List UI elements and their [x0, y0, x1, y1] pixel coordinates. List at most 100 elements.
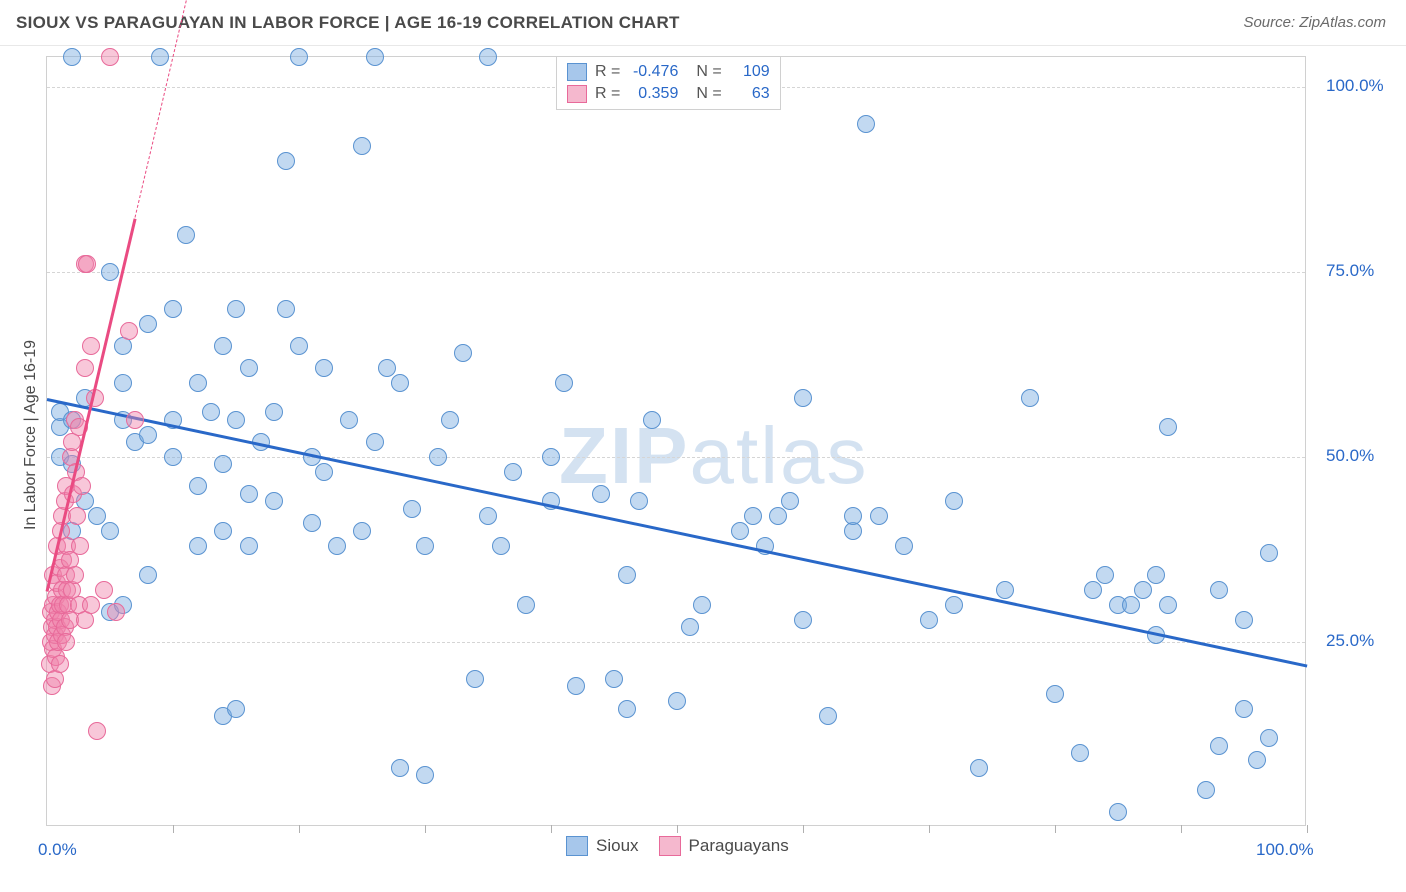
data-point	[189, 537, 207, 555]
data-point	[378, 359, 396, 377]
data-point	[265, 403, 283, 421]
legend-swatch	[659, 836, 681, 856]
data-point	[177, 226, 195, 244]
data-point	[731, 522, 749, 540]
data-point	[1260, 544, 1278, 562]
data-point	[1210, 737, 1228, 755]
data-point	[592, 485, 610, 503]
grid-line	[47, 272, 1305, 273]
x-tick	[299, 825, 300, 833]
data-point	[618, 566, 636, 584]
data-point	[870, 507, 888, 525]
data-point	[315, 463, 333, 481]
x-tick	[677, 825, 678, 833]
data-point	[970, 759, 988, 777]
data-point	[101, 263, 119, 281]
data-point	[57, 633, 75, 651]
x-tick	[1307, 825, 1308, 833]
y-tick-label: 100.0%	[1326, 76, 1384, 96]
trend-line	[47, 398, 1308, 667]
data-point	[1159, 418, 1177, 436]
stats-legend: R =-0.476N =109R =0.359N =63	[556, 56, 781, 110]
x-axis-max-label: 100.0%	[1256, 840, 1314, 860]
data-point	[769, 507, 787, 525]
data-point	[265, 492, 283, 510]
data-point	[120, 322, 138, 340]
data-point	[403, 500, 421, 518]
data-point	[466, 670, 484, 688]
series-legend: Sioux Paraguayans	[566, 836, 789, 856]
data-point	[139, 566, 157, 584]
chart-header: SIOUX VS PARAGUAYAN IN LABOR FORCE | AGE…	[0, 0, 1406, 46]
data-point	[1147, 566, 1165, 584]
data-point	[290, 337, 308, 355]
data-point	[366, 48, 384, 66]
data-point	[114, 374, 132, 392]
data-point	[504, 463, 522, 481]
data-point	[1109, 803, 1127, 821]
x-axis-min-label: 0.0%	[38, 840, 77, 860]
data-point	[429, 448, 447, 466]
data-point	[328, 537, 346, 555]
data-point	[1134, 581, 1152, 599]
data-point	[1096, 566, 1114, 584]
data-point	[844, 507, 862, 525]
x-tick	[551, 825, 552, 833]
data-point	[227, 411, 245, 429]
legend-r-label: R =	[595, 63, 620, 81]
data-point	[454, 344, 472, 362]
y-tick-label: 50.0%	[1326, 446, 1374, 466]
data-point	[643, 411, 661, 429]
data-point	[366, 433, 384, 451]
y-axis-label: In Labor Force | Age 16-19	[22, 340, 40, 530]
x-tick	[1055, 825, 1056, 833]
data-point	[1159, 596, 1177, 614]
x-tick	[803, 825, 804, 833]
data-point	[416, 537, 434, 555]
data-point	[945, 492, 963, 510]
data-point	[101, 48, 119, 66]
legend-swatch	[566, 836, 588, 856]
data-point	[353, 137, 371, 155]
data-point	[240, 485, 258, 503]
data-point	[82, 337, 100, 355]
chart-source: Source: ZipAtlas.com	[1243, 14, 1386, 31]
data-point	[88, 722, 106, 740]
legend-r-label: R =	[595, 85, 620, 103]
data-point	[542, 448, 560, 466]
data-point	[353, 522, 371, 540]
data-point	[1248, 751, 1266, 769]
data-point	[78, 255, 96, 273]
data-point	[895, 537, 913, 555]
data-point	[693, 596, 711, 614]
data-point	[441, 411, 459, 429]
data-point	[66, 566, 84, 584]
data-point	[668, 692, 686, 710]
data-point	[151, 48, 169, 66]
data-point	[945, 596, 963, 614]
data-point	[1084, 581, 1102, 599]
data-point	[681, 618, 699, 636]
x-tick	[929, 825, 930, 833]
data-point	[819, 707, 837, 725]
series-legend-label: Paraguayans	[689, 836, 789, 856]
data-point	[88, 507, 106, 525]
data-point	[277, 300, 295, 318]
x-tick	[425, 825, 426, 833]
data-point	[68, 507, 86, 525]
data-point	[164, 448, 182, 466]
data-point	[416, 766, 434, 784]
grid-line	[47, 457, 1305, 458]
data-point	[214, 522, 232, 540]
grid-line	[47, 642, 1305, 643]
data-point	[1235, 611, 1253, 629]
data-point	[139, 315, 157, 333]
x-tick	[1181, 825, 1182, 833]
data-point	[1235, 700, 1253, 718]
series-legend-label: Sioux	[596, 836, 639, 856]
data-point	[240, 359, 258, 377]
data-point	[479, 507, 497, 525]
legend-n-value: 63	[730, 85, 770, 103]
stats-legend-row: R =0.359N =63	[567, 83, 770, 105]
data-point	[744, 507, 762, 525]
